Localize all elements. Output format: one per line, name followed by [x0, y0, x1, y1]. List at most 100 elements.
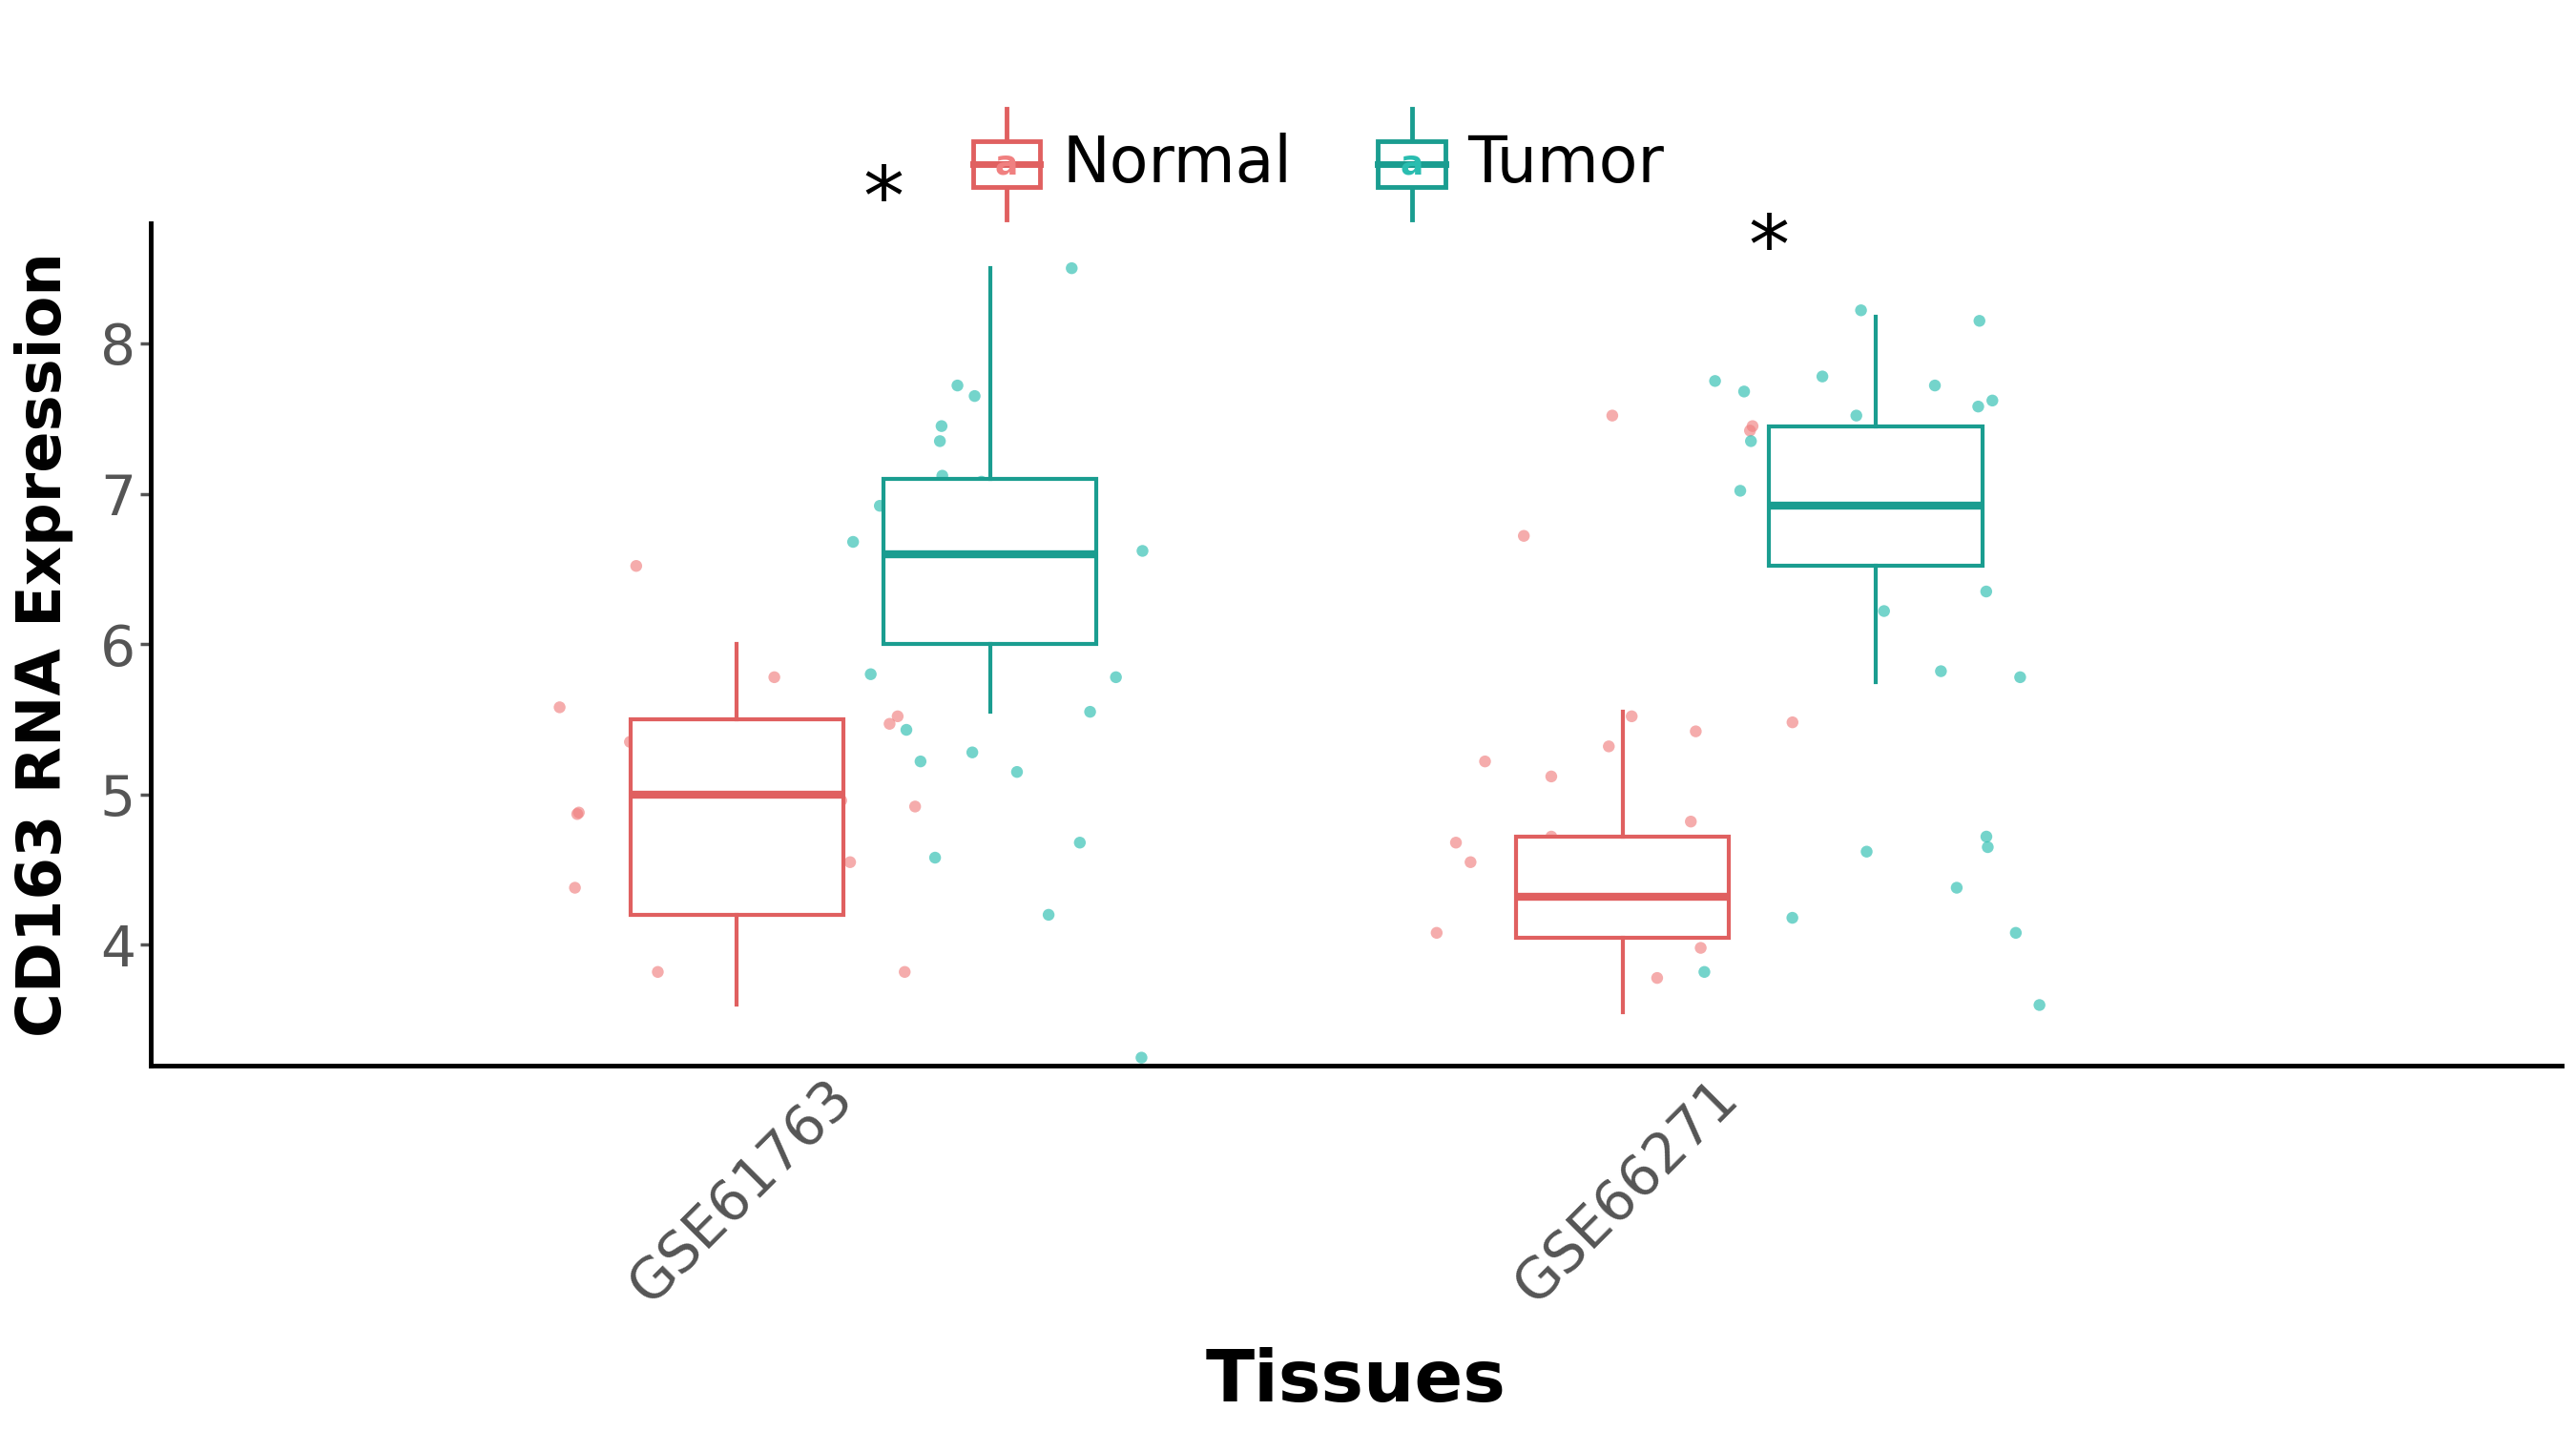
Point: [1571, 840, 1613, 863]
Point: [1463, 750, 1504, 773]
Point: [799, 774, 840, 797]
Point: [1680, 936, 1721, 959]
Point: [1780, 455, 1821, 478]
Point: [1651, 870, 1692, 893]
Point: [958, 512, 999, 535]
Point: [611, 730, 652, 753]
Point: [1530, 766, 1571, 788]
Point: [914, 846, 956, 869]
Point: [1767, 531, 1808, 554]
Point: [1996, 922, 2038, 944]
Point: [1999, 665, 2040, 688]
Point: [1064, 548, 1105, 571]
Point: [716, 738, 757, 761]
Point: [732, 760, 773, 783]
Text: *: *: [1749, 212, 1790, 290]
Point: [1069, 700, 1110, 723]
Point: [1636, 966, 1677, 989]
Point: [860, 494, 902, 517]
Point: [1914, 373, 1955, 396]
Point: [1801, 365, 1842, 388]
Point: [1033, 561, 1074, 584]
Point: [1958, 309, 1999, 332]
Point: [1417, 922, 1458, 944]
Point: [1731, 429, 1772, 452]
Point: [1530, 826, 1571, 849]
Point: [953, 385, 994, 408]
Text: a: a: [994, 147, 1018, 180]
Point: [2020, 993, 2061, 1016]
Point: [894, 796, 935, 819]
Point: [1965, 826, 2007, 849]
Point: [1592, 404, 1633, 426]
Point: [966, 580, 1007, 602]
Point: [1450, 850, 1492, 873]
Point: [1965, 580, 2007, 602]
Point: [979, 524, 1020, 547]
Point: [876, 705, 917, 728]
X-axis label: Tissues: Tissues: [1206, 1347, 1507, 1417]
Point: [1728, 419, 1770, 442]
Bar: [884, 479, 1097, 644]
Point: [1971, 389, 2012, 412]
Point: [884, 960, 925, 983]
Point: [783, 869, 824, 892]
Point: [1839, 299, 1880, 322]
Point: [987, 545, 1028, 568]
Point: [1772, 711, 1814, 734]
Point: [554, 876, 595, 899]
Point: [1790, 539, 1832, 562]
Point: [693, 780, 734, 803]
Point: [1435, 831, 1476, 854]
Point: [1945, 501, 1986, 524]
Point: [920, 429, 961, 452]
Point: [1674, 720, 1716, 743]
Point: [951, 741, 992, 764]
Point: [1685, 960, 1726, 983]
FancyBboxPatch shape: [974, 142, 1041, 187]
Point: [1123, 539, 1164, 562]
Bar: [1770, 426, 1984, 565]
Point: [1968, 836, 2009, 859]
Point: [922, 415, 963, 438]
Point: [1669, 810, 1710, 833]
Point: [1589, 736, 1631, 758]
Point: [538, 695, 580, 718]
Point: [832, 531, 873, 554]
Point: [1574, 892, 1615, 914]
Point: [755, 665, 796, 688]
Point: [997, 760, 1038, 783]
Point: [616, 554, 657, 577]
Point: [1937, 876, 1978, 899]
Point: [829, 850, 871, 873]
Point: [1919, 660, 1960, 683]
Point: [716, 816, 757, 839]
Point: [1028, 903, 1069, 926]
Point: [1824, 419, 1865, 442]
Point: [938, 373, 979, 396]
Point: [822, 788, 863, 811]
Point: [1051, 256, 1092, 279]
Point: [1837, 404, 1878, 426]
Point: [868, 713, 909, 736]
Point: [636, 960, 677, 983]
Point: [1731, 415, 1772, 438]
Point: [961, 471, 1002, 494]
Point: [1862, 600, 1904, 622]
Point: [1958, 395, 1999, 418]
Point: [899, 750, 940, 773]
Point: [1610, 705, 1651, 728]
Y-axis label: CD163 RNA Expression: CD163 RNA Expression: [15, 252, 75, 1036]
Point: [1775, 509, 1816, 532]
Text: Tumor: Tumor: [1468, 133, 1664, 196]
Text: Normal: Normal: [1061, 133, 1293, 196]
Point: [559, 801, 600, 824]
Point: [1850, 489, 1891, 512]
Point: [1504, 524, 1546, 547]
Text: a: a: [1399, 147, 1425, 180]
Point: [1772, 906, 1814, 929]
Point: [631, 836, 672, 859]
Point: [1095, 665, 1136, 688]
Point: [672, 826, 714, 849]
Point: [1121, 1046, 1162, 1069]
